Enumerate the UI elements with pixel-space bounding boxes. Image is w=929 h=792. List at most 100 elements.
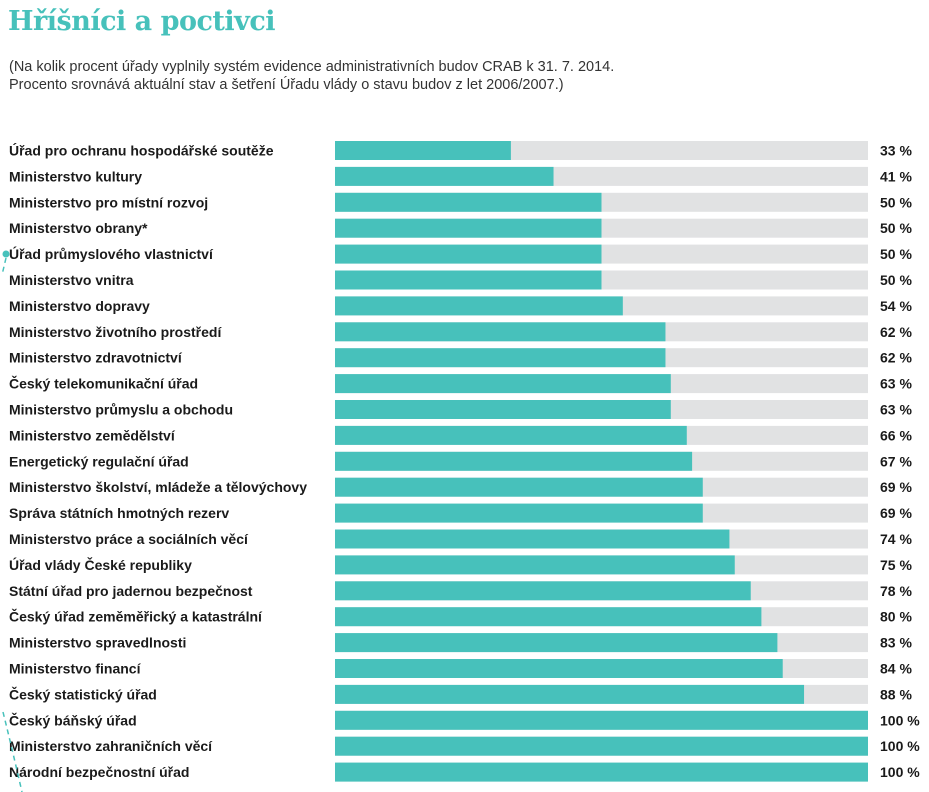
bar-row: Správa státních hmotných rezerv 69 % — [9, 503, 912, 523]
bar-row: Ministerstvo obrany* 50 % — [9, 218, 912, 238]
value-label: 100 % — [880, 738, 920, 754]
bar-row: Ministerstvo školství, mládeže a tělovýc… — [9, 477, 912, 497]
value-label: 63 % — [880, 402, 912, 418]
category-label: Ministerstvo školství, mládeže a tělovýc… — [9, 479, 307, 495]
bar-row: Ministerstvo kultury 41 % — [9, 166, 912, 186]
category-label: Energetický regulační úřad — [9, 453, 189, 469]
category-label: Ministerstvo vnitra — [9, 272, 134, 288]
value-label: 83 % — [880, 635, 912, 651]
value-label: 62 % — [880, 324, 912, 340]
subtitle-line-1: (Na kolik procent úřady vyplnily systém … — [9, 59, 615, 75]
bar — [335, 762, 868, 782]
chart-subtitle: (Na kolik procent úřady vyplnily systém … — [9, 58, 614, 94]
bar — [335, 607, 762, 627]
bar — [335, 218, 602, 238]
category-label: Správa státních hmotných rezerv — [9, 505, 229, 521]
value-label: 50 % — [880, 272, 912, 288]
category-label: Ministerstvo pro místní rozvoj — [9, 194, 208, 210]
chart-title: Hříšníci a poctivci — [8, 6, 276, 37]
value-label: 50 % — [880, 246, 912, 262]
value-label: 62 % — [880, 350, 912, 366]
category-label: Ministerstvo financí — [9, 661, 142, 677]
category-label: Český úřad zeměměřický a katastrální — [9, 608, 263, 625]
category-label: Ministerstvo obrany* — [9, 220, 148, 236]
value-label: 41 % — [880, 168, 912, 184]
category-label: Ministerstvo kultury — [9, 168, 142, 184]
bar — [335, 659, 783, 678]
category-label: Ministerstvo práce a sociálních věcí — [9, 531, 249, 547]
category-label: Úřad průmyslového vlastnictví — [9, 245, 214, 262]
value-label: 63 % — [880, 376, 912, 392]
bar — [335, 244, 602, 264]
bar — [335, 322, 666, 342]
bar — [335, 503, 703, 523]
category-label: Státní úřad pro jadernou bezpečnost — [9, 583, 253, 599]
bar-row: Úřad pro ochranu hospodářské soutěže 33 % — [9, 141, 912, 160]
bar — [335, 192, 602, 212]
bar-row: Český báňský úřad 100 % — [9, 710, 920, 730]
category-label: Český báňský úřad — [9, 711, 137, 728]
bar — [335, 166, 554, 186]
bar-row: Ministerstvo vnitra 50 % — [9, 270, 912, 290]
bar — [335, 141, 511, 160]
value-label: 75 % — [880, 557, 912, 573]
bar — [335, 374, 671, 394]
bar — [335, 270, 602, 290]
value-label: 69 % — [880, 505, 912, 521]
value-label: 50 % — [880, 194, 912, 210]
value-label: 74 % — [880, 531, 912, 547]
bar-row: Ministerstvo dopravy 54 % — [9, 296, 912, 316]
bar-row: Ministerstvo zdravotnictví 62 % — [9, 348, 912, 368]
category-label: Český statistický úřad — [9, 685, 157, 702]
bar — [335, 477, 703, 497]
bar — [335, 633, 778, 653]
bar-row: Úřad vlády České republiky 75 % — [9, 555, 912, 575]
bar — [335, 425, 687, 445]
value-label: 88 % — [880, 686, 912, 702]
category-label: Ministerstvo spravedlnosti — [9, 635, 186, 651]
value-label: 54 % — [880, 298, 912, 314]
value-label: 50 % — [880, 220, 912, 236]
category-label: Ministerstvo životního prostředí — [9, 324, 222, 340]
bar — [335, 296, 623, 316]
value-label: 100 % — [880, 712, 920, 728]
bar — [335, 451, 693, 471]
bar-row: Ministerstvo zahraničních věcí 100 % — [9, 736, 920, 756]
category-label: Český telekomunikační úřad — [9, 375, 198, 392]
value-label: 66 % — [880, 427, 912, 443]
bar-row: Energetický regulační úřad 67 % — [9, 451, 912, 471]
value-label: 33 % — [880, 143, 912, 159]
bar-row: Ministerstvo práce a sociálních věcí 74 % — [9, 529, 912, 549]
bar — [335, 555, 735, 575]
bar-row: Ministerstvo pro místní rozvoj 50 % — [9, 192, 912, 212]
bar-row: Úřad průmyslového vlastnictví 50 % — [9, 244, 912, 264]
bar — [335, 684, 805, 704]
bar-row: Český statistický úřad 88 % — [9, 684, 912, 704]
bar-row: Ministerstvo spravedlnosti 83 % — [9, 633, 912, 653]
category-label: Ministerstvo průmyslu a obchodu — [9, 402, 233, 418]
bar-row: Český úřad zeměměřický a katastrální 80 % — [9, 607, 912, 627]
bar-row: Český telekomunikační úřad 63 % — [9, 374, 912, 394]
category-label: Úřad pro ochranu hospodářské soutěže — [9, 142, 274, 159]
category-label: Ministerstvo zdravotnictví — [9, 350, 183, 366]
value-label: 78 % — [880, 583, 912, 599]
bar-row: Ministerstvo životního prostředí 62 % — [9, 322, 912, 342]
category-label: Úřad vlády České republiky — [9, 556, 192, 573]
bar-row: Národní bezpečnostní úřad 100 % — [9, 762, 920, 782]
value-label: 84 % — [880, 661, 912, 677]
bar — [335, 710, 868, 730]
bar-row: Ministerstvo financí 84 % — [9, 659, 912, 678]
category-label: Ministerstvo zemědělství — [9, 427, 176, 443]
bar — [335, 400, 671, 419]
bar-row: Ministerstvo průmyslu a obchodu 63 % — [9, 400, 912, 419]
bar — [335, 529, 730, 549]
bar — [335, 348, 666, 368]
bar-row: Státní úřad pro jadernou bezpečnost 78 % — [9, 581, 912, 601]
bar-row: Ministerstvo zemědělství 66 % — [9, 425, 912, 445]
value-label: 80 % — [880, 609, 912, 625]
bar — [335, 581, 751, 601]
category-label: Ministerstvo zahraničních věcí — [9, 738, 213, 754]
value-label: 100 % — [880, 764, 920, 780]
category-label: Národní bezpečnostní úřad — [9, 764, 189, 780]
